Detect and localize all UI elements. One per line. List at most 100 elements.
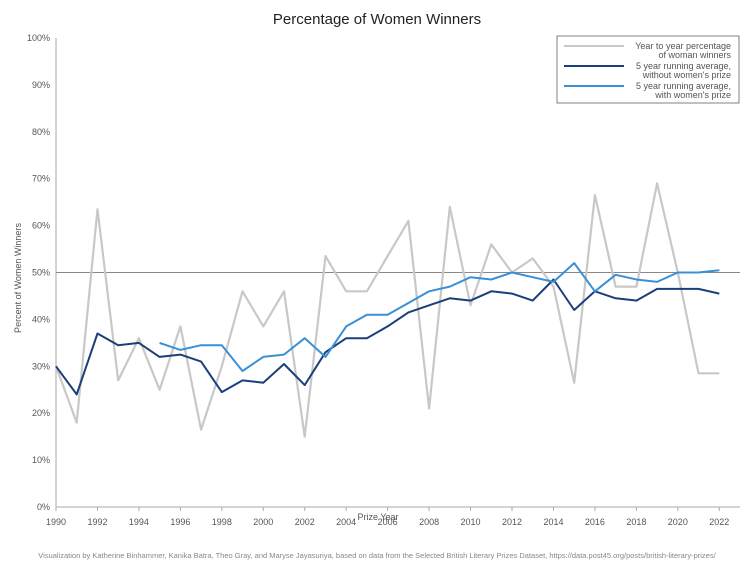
series-running-average-with-womens-prize-point [325,356,327,358]
y-tick-label: 70% [32,174,50,184]
legend-label: with women's prize [654,90,731,100]
series-running-average-without-womens-prize-point [366,337,368,339]
series-yearly-percentage-point [615,286,617,288]
x-tick-label: 2014 [543,517,563,527]
series-running-average-without-womens-prize-point [677,288,679,290]
legend-box [556,35,740,104]
series-yearly-percentage-point [283,290,285,292]
y-tick-label: 90% [32,80,50,90]
series-running-average-with-womens-prize-point [180,349,182,351]
series-yearly-percentage-point [428,408,430,410]
x-tick-label: 1998 [212,517,232,527]
series-yearly-percentage-point [636,286,638,288]
series-yearly-percentage-point [449,206,451,208]
series-running-average-with-womens-prize-point [428,290,430,292]
y-axis-ticks: 0% 10% 20% 30% 40% 50% 60% 70% 80% 90% 100% [27,33,50,512]
series-yearly-percentage-point [325,255,327,257]
legend-label: 5 year running average, [636,81,731,91]
series-yearly-percentage-point [553,286,555,288]
x-tick-label: 2008 [419,517,439,527]
series-running-average-without-womens-prize-point [76,394,78,396]
series-yearly-percentage-point [490,244,492,246]
series-running-average-without-womens-prize-point [283,363,285,365]
series-yearly-percentage-point [76,422,78,424]
series-yearly-percentage-point [97,208,99,210]
series-running-average-with-womens-prize-point [387,314,389,316]
x-tick-label: 2016 [585,517,605,527]
series-yearly-percentage-point [698,373,700,375]
series-yearly-percentage-point [718,373,720,375]
series-running-average-without-womens-prize-point [408,312,410,314]
series-running-average-with-womens-prize-point [718,269,720,271]
series-running-average-with-womens-prize-point [532,276,534,278]
series-running-average-without-womens-prize-point [470,300,472,302]
series-yearly-percentage-point [573,382,575,384]
series-running-average-without-womens-prize-point [117,344,119,346]
series-running-average-without-womens-prize-point [180,354,182,356]
series-running-average-with-womens-prize-point [408,302,410,304]
series-running-average-without-womens-prize-point [304,384,306,386]
x-tick-label: 2018 [626,517,646,527]
legend-label: 5 year running average, [636,61,731,71]
series-running-average-with-womens-prize-point [594,290,596,292]
x-tick-label: 2022 [709,517,729,527]
series-yearly-percentage-point [138,337,140,339]
series-running-average-with-womens-prize-point [345,326,347,328]
series-running-average-with-womens-prize-point [200,344,202,346]
x-tick-label: 1990 [46,517,66,527]
x-tick-label: 2006 [378,517,398,527]
series-running-average-with-womens-prize-point [366,314,368,316]
series-running-average-with-womens-prize-point [262,356,264,358]
y-tick-label: 0% [37,502,50,512]
series-running-average-without-womens-prize-point [656,288,658,290]
credit-text: Visualization by Katherine Binhammer, Ka… [38,551,716,560]
y-tick-label: 100% [27,33,50,43]
legend-label: Year to year percentage [635,41,731,51]
series-yearly-percentage-point [242,290,244,292]
series-yearly-percentage-point [200,429,202,431]
series-running-average-with-womens-prize-point [677,272,679,274]
series-yearly-percentage-line [54,182,720,438]
series-yearly-percentage-point [262,326,264,328]
series-running-average-with-womens-prize-point [221,344,223,346]
series-running-average-without-womens-prize-point [55,366,57,368]
series-running-average-without-womens-prize-line [55,278,720,396]
series-running-average-without-womens-prize-point [262,382,264,384]
x-tick-label: 1992 [87,517,107,527]
series-yearly-percentage-point [470,305,472,307]
y-axis-label: Percent of Women Winners [13,223,23,333]
series-yearly-percentage-point [304,436,306,438]
x-tick-label: 2004 [336,517,356,527]
x-tick-label: 2012 [502,517,522,527]
series-yearly-percentage-point [180,326,182,328]
series-running-average-with-womens-prize-point [470,276,472,278]
series-running-average-with-womens-prize-point [698,272,700,274]
series-running-average-with-womens-prize-point [573,262,575,264]
series-running-average-without-womens-prize-point [387,326,389,328]
series-running-average-with-womens-prize-point [615,274,617,276]
series-running-average-without-womens-prize-point [636,300,638,302]
series-running-average-without-womens-prize-point [159,356,161,358]
series-running-average-without-womens-prize-point [200,361,202,363]
series-yearly-percentage-point [594,194,596,196]
series-running-average-with-womens-prize-point [656,281,658,283]
series-yearly-percentage-point [366,290,368,292]
series-running-average-without-womens-prize-point [573,309,575,311]
series-running-average-with-womens-prize-point [511,272,513,274]
series-yearly-percentage-point [345,290,347,292]
y-tick-label: 10% [32,455,50,465]
series-running-average-without-womens-prize-point [138,342,140,344]
y-tick-label: 30% [32,361,50,371]
series-running-average-without-womens-prize-point [325,351,327,353]
series-running-average-without-womens-prize-point [698,288,700,290]
y-tick-label: 60% [32,221,50,231]
series-running-average-with-womens-prize-point [636,279,638,281]
series-yearly-percentage-point [408,220,410,222]
series-running-average-without-womens-prize-point [511,293,513,295]
series-running-average-with-womens-prize-point [490,279,492,281]
y-tick-label: 20% [32,408,50,418]
y-tick-label: 40% [32,314,50,324]
legend-label: of woman winners [658,50,731,60]
